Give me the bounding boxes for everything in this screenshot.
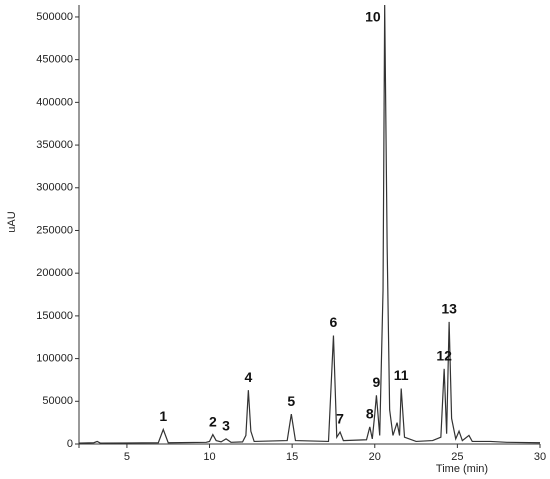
x-tick-label: 20 — [369, 451, 381, 463]
peak-label: 2 — [209, 413, 217, 429]
y-tick-label: 500000 — [36, 11, 73, 23]
peak-label: 13 — [441, 301, 457, 317]
y-axis-label: uAU — [6, 211, 18, 232]
peak-label: 6 — [330, 314, 338, 330]
x-tick-label: 5 — [124, 451, 130, 463]
y-tick-label: 300000 — [36, 182, 73, 194]
peak-label: 4 — [244, 369, 252, 385]
y-tick-label: 350000 — [36, 139, 73, 151]
peak-label: 12 — [436, 348, 452, 364]
peak-label: 7 — [336, 411, 344, 427]
y-tick-label: 50000 — [42, 395, 73, 407]
y-tick-label: 250000 — [36, 224, 73, 236]
y-tick-label: 100000 — [36, 352, 73, 364]
peak-label: 11 — [394, 367, 409, 383]
x-axis-label: Time (min) — [436, 463, 488, 475]
peak-label: 9 — [373, 374, 381, 390]
peak-label: 3 — [222, 418, 230, 434]
peak-label: 5 — [287, 393, 295, 409]
y-tick-label: 450000 — [36, 54, 73, 66]
y-tick-label: 400000 — [36, 96, 73, 108]
chromatogram-trace — [78, 4, 541, 444]
peak-label: 8 — [366, 406, 374, 422]
peak-label: 10 — [365, 9, 381, 25]
x-tick-label: 15 — [286, 451, 298, 463]
x-tick-label: 30 — [534, 451, 546, 463]
peak-label: 1 — [159, 408, 167, 424]
x-tick-label: 25 — [451, 451, 463, 463]
y-tick-label: 200000 — [36, 267, 73, 279]
x-tick-label: 10 — [203, 451, 215, 463]
y-tick-label: 150000 — [36, 310, 73, 322]
y-tick-label: 0 — [67, 438, 73, 450]
